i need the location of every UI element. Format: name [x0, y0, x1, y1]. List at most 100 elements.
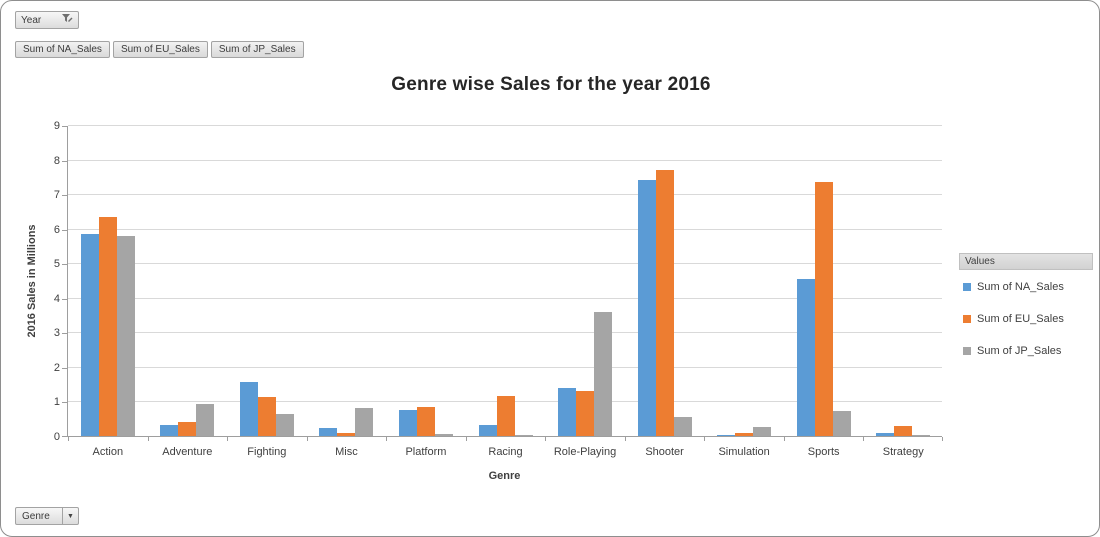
- bar-adventure-eu[interactable]: [178, 421, 197, 436]
- y-axis-tick: [62, 436, 67, 437]
- x-axis-label: Shooter: [645, 446, 684, 458]
- x-axis-tick: [942, 437, 943, 441]
- bar-racing-na[interactable]: [478, 424, 497, 436]
- bar-strategy-eu[interactable]: [894, 425, 913, 436]
- x-axis-tick: [147, 437, 149, 441]
- field-button-na-sales[interactable]: Sum of NA_Sales: [15, 41, 110, 58]
- legend-swatch-icon: [963, 347, 971, 355]
- x-axis-tick: [783, 437, 785, 441]
- y-axis-label: 3: [53, 327, 60, 340]
- bar-sports-na[interactable]: [796, 278, 815, 436]
- bar-misc-na[interactable]: [319, 428, 338, 436]
- bar-action-jp[interactable]: [116, 235, 135, 436]
- x-axis-tick: [465, 437, 467, 441]
- y-axis-tick: [62, 298, 67, 300]
- bar-sports-eu[interactable]: [814, 182, 833, 436]
- x-axis-label: Adventure: [162, 446, 213, 458]
- x-axis-tick: [704, 437, 706, 441]
- y-axis-tick: [62, 126, 67, 127]
- bar-sports-jp[interactable]: [832, 410, 851, 436]
- bar-action-eu[interactable]: [98, 216, 117, 436]
- legend-swatch-icon: [963, 283, 971, 291]
- bar-simulation-jp[interactable]: [753, 427, 772, 436]
- plot-area: 0 1 2 3 4 5 6 7 8 9 Action Adventure Fighting Misc Pla…: [54, 120, 943, 458]
- y-axis-label: 1: [53, 396, 60, 409]
- gridline: [68, 125, 942, 126]
- x-axis-label: Strategy: [882, 446, 924, 458]
- gridline: [68, 297, 942, 299]
- y-axis-label: 2: [53, 361, 60, 374]
- y-axis-label: 4: [53, 292, 60, 305]
- field-button-na-sales-label: Sum of NA_Sales: [23, 44, 102, 55]
- y-axis-title: 2016 Sales in Millions: [26, 224, 38, 338]
- gridline: [68, 366, 942, 368]
- filter-icon: [62, 13, 73, 27]
- bar-platform-eu[interactable]: [416, 406, 435, 436]
- legend: Values Sum of NA_Sales Sum of EU_Sales Sum…: [959, 253, 1093, 376]
- bar-shooter-jp[interactable]: [673, 417, 692, 436]
- x-axis-label: Action: [92, 446, 124, 458]
- bar-platform-na[interactable]: [398, 410, 417, 436]
- value-field-button-row: Sum of NA_Sales Sum of EU_Sales Sum of J…: [15, 41, 304, 58]
- legend-label: Sum of EU_Sales: [977, 313, 1064, 325]
- bar-fighting-eu[interactable]: [257, 397, 276, 436]
- field-button-jp-sales[interactable]: Sum of JP_Sales: [210, 41, 304, 58]
- bar-simulation-eu[interactable]: [735, 432, 754, 436]
- legend-entries: Sum of NA_Sales Sum of EU_Sales Sum of JP_…: [959, 280, 1093, 358]
- x-axis-tick: [863, 437, 865, 441]
- x-axis-tick: [227, 437, 229, 441]
- field-button-jp-sales-label: Sum of JP_Sales: [218, 44, 296, 55]
- bar-role-playing-eu[interactable]: [576, 391, 595, 436]
- gridline: [68, 159, 942, 161]
- y-axis-tick: [62, 264, 67, 266]
- bar-misc-eu[interactable]: [337, 433, 356, 436]
- bar-simulation-na[interactable]: [717, 435, 736, 436]
- gridline: [68, 263, 942, 265]
- bar-strategy-jp[interactable]: [912, 435, 931, 436]
- x-axis-label: Fighting: [247, 446, 287, 458]
- y-axis-tick: [62, 402, 67, 404]
- y-axis-tick: [62, 367, 67, 369]
- bar-shooter-eu[interactable]: [655, 169, 674, 436]
- bar-role-playing-jp[interactable]: [594, 311, 613, 436]
- bar-adventure-na[interactable]: [160, 424, 179, 436]
- y-axis-tick: [62, 229, 67, 231]
- legend-entry[interactable]: Sum of EU_Sales: [963, 312, 1093, 326]
- bar-action-na[interactable]: [80, 233, 99, 436]
- x-axis-label: Platform: [405, 446, 447, 458]
- legend-title[interactable]: Values: [959, 253, 1093, 270]
- legend-entry[interactable]: Sum of JP_Sales: [963, 344, 1093, 358]
- x-axis-title: Genre: [488, 470, 521, 482]
- legend-label: Sum of JP_Sales: [977, 345, 1062, 357]
- bar-racing-jp[interactable]: [514, 435, 533, 436]
- chart-title: Genre wise Sales for the year 2016: [391, 74, 711, 95]
- bar-fighting-jp[interactable]: [275, 414, 294, 436]
- y-axis-label: 8: [53, 154, 60, 167]
- bar-adventure-jp[interactable]: [196, 404, 215, 436]
- y-axis-label: 7: [53, 189, 60, 202]
- bar-fighting-na[interactable]: [239, 381, 258, 436]
- dropdown-arrow-icon[interactable]: ▼: [62, 508, 78, 524]
- y-axis-label: 6: [53, 223, 60, 236]
- bar-misc-jp[interactable]: [355, 408, 374, 436]
- x-axis-label: Role-Playing: [553, 446, 617, 458]
- y-axis-tick: [62, 160, 67, 162]
- genre-field-button[interactable]: Genre ▼: [15, 507, 79, 525]
- bar-strategy-na[interactable]: [876, 433, 895, 436]
- genre-field-label: Genre: [22, 510, 50, 522]
- field-button-eu-sales-label: Sum of EU_Sales: [120, 44, 200, 55]
- x-axis-tick: [545, 437, 547, 441]
- bar-role-playing-na[interactable]: [558, 387, 577, 436]
- bar-platform-jp[interactable]: [434, 434, 453, 436]
- bar-shooter-na[interactable]: [637, 180, 656, 436]
- legend-entry[interactable]: Sum of NA_Sales: [963, 280, 1093, 294]
- y-axis-label: 0: [53, 431, 60, 443]
- field-button-eu-sales[interactable]: Sum of EU_Sales: [112, 41, 208, 58]
- bar-racing-eu[interactable]: [496, 396, 515, 436]
- y-axis-tick: [62, 333, 67, 335]
- x-axis-label: Racing: [488, 446, 523, 458]
- gridline: [68, 228, 942, 230]
- year-field-button[interactable]: Year: [15, 11, 79, 29]
- x-axis-tick: [68, 437, 69, 441]
